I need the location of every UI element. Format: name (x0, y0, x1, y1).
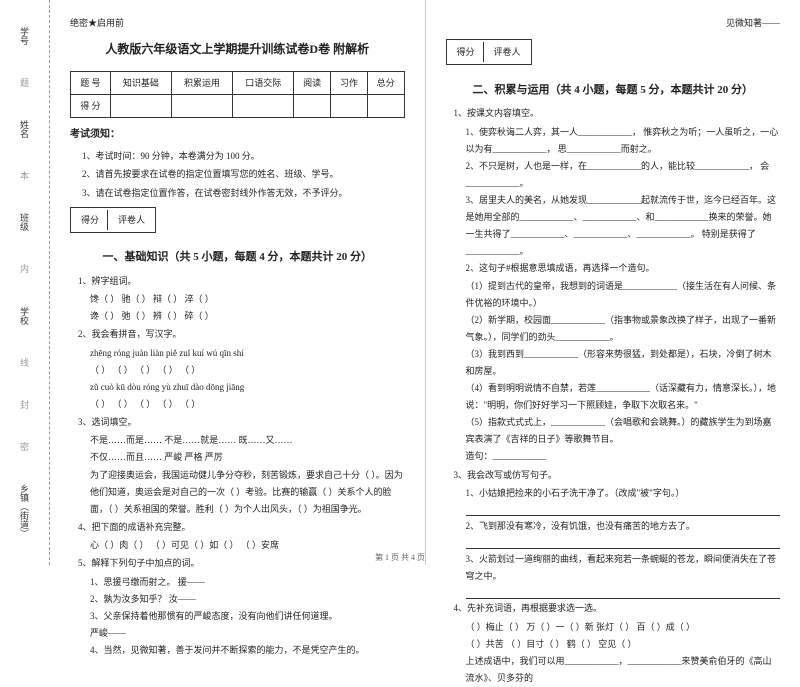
q1-row: 谗（ ） 弛（ ） 辨（ ） 碎（ ） (90, 308, 405, 325)
left-column: 绝密★启用前 人教版六年级语文上学期提升训练试卷D卷 附解析 题 号 知识基础 … (50, 0, 426, 565)
th: 阅读 (294, 71, 331, 94)
exam-title: 人教版六年级语文上学期提升训练试卷D卷 附解析 (70, 39, 405, 61)
answer-line[interactable] (466, 537, 781, 549)
answer-line[interactable] (466, 587, 781, 599)
q3-text: 为了迎接奥运会，我国运动健儿争分夺秒，刻苦锻炼，要求自己十分（ ）。因为他们知道… (90, 467, 405, 518)
q23: 3、我会改写或仿写句子。 (454, 468, 781, 483)
q23-item: 1、小姑娘把捡来的小石子洗干净了。（改成"被"字句。） (466, 485, 781, 502)
q21-item: 1、使弈秋诲二人弈，其一人____________， 惟弈秋之为听；一人虽听之，… (466, 124, 781, 158)
answer-line[interactable] (466, 504, 781, 516)
q21-item: 造句：____________ (466, 448, 781, 465)
binding-label: 乡镇（街道） (18, 484, 31, 538)
binding-margin: 学号 题 姓名 本 班级 内 学校 线 封 密 乡镇（街道） (0, 0, 50, 565)
grade-label: 得分 (449, 42, 484, 62)
grade-label: 评卷人 (486, 42, 529, 62)
binding-label: 姓名 (18, 120, 31, 138)
q21-item: （2）新学期，校园面____________（指事物或景象改换了样子，出现了一番… (466, 312, 781, 346)
th: 口语交际 (233, 71, 294, 94)
section-2-title: 二、积累与运用（共 4 小题，每题 5 分，本题共计 20 分） (446, 81, 781, 101)
q5-item: 2、孰为汝多知乎？ 汝—— (90, 591, 405, 608)
q24-row: （ ）梅止（ ） 万（ ）一（ ）新 张灯（ ） 百（ ）成（ ） (466, 619, 781, 636)
grade-label: 得分 (73, 210, 108, 230)
q2-pinyin: zhēng róng juàn liàn piě zuǐ kuí wú qīn … (90, 345, 405, 362)
q24-last: 上述成语中，我们可以用____________，____________来赞美俞… (466, 653, 781, 687)
q5-item: 3、父亲保持着他那惯有的严峻态度，没有向他们讲任何道理。 (90, 608, 405, 625)
binding-label: 学校 (18, 307, 31, 325)
q21-item: （3）我到西到____________（形容来势很猛，到处都是），石块，冷倒了树… (466, 346, 781, 380)
q23-item: 2、飞到那没有寒冷，没有饥饿，也没有痛苦的地方去了。 (466, 518, 781, 535)
th: 知识基础 (110, 71, 171, 94)
q1-row: 馋（ ） 驰（ ） 辩（ ） 淬（ ） (90, 291, 405, 308)
binding-mark: 本 (18, 171, 31, 180)
q21-item: 2、不只是树，人也是一样，在____________的人，能比较________… (466, 158, 781, 192)
binding-label: 学号 (18, 27, 31, 45)
q21-item: （1）提到古代的皇帝，我想到的词语是____________（接生活在有人问候、… (466, 278, 781, 312)
td[interactable] (331, 94, 368, 117)
q2: 2、我会看拼音，写汉字。 (78, 327, 405, 342)
q2-blanks: （ ） （ ） （ ） （ ） （ ） (90, 362, 405, 379)
q3: 3、选词填空。 (78, 415, 405, 430)
page-footer: 第 1 页 共 4 页 (0, 552, 800, 563)
section-1-title: 一、基础知识（共 5 小题，每题 4 分，本题共计 20 分） (70, 248, 405, 268)
td[interactable] (110, 94, 171, 117)
td[interactable] (294, 94, 331, 117)
binding-mark: 密 (18, 442, 31, 451)
continue-label: 见微知著—— (446, 15, 781, 31)
td[interactable] (233, 94, 294, 117)
q3-opts: 不是……而是…… 不是……就是…… 既……又…… (90, 432, 405, 449)
q1: 1、辨字组词。 (78, 274, 405, 289)
grade-label: 评卷人 (110, 210, 153, 230)
notice-title: 考试须知： (70, 126, 405, 144)
grade-box: 得分 评卷人 (446, 39, 532, 65)
right-column: 见微知著—— 得分 评卷人 二、积累与运用（共 4 小题，每题 5 分，本题共计… (426, 0, 800, 565)
q21: 1、按课文内容填空。 (454, 106, 781, 121)
q5-item: 1、思援弓缴而射之。 援—— (90, 574, 405, 591)
q21-item: 2、这句子#根据意思填成语，再选择一个造句。 (466, 260, 781, 277)
td[interactable] (367, 94, 404, 117)
binding-mark: 封 (18, 400, 31, 409)
score-table: 题 号 知识基础 积累运用 口语交际 阅读 习作 总分 得 分 (70, 71, 405, 118)
q21-item: （4）看到明明说情不自禁，若莲____________（话深藏有力，情意深长。）… (466, 380, 781, 414)
q21-item: 3、居里夫人的美名，从她发现____________起就流传于世，迄今已经百年。… (466, 192, 781, 260)
td[interactable] (171, 94, 232, 117)
q24: 4、先补充词语，再根据要求选一选。 (454, 601, 781, 616)
notice-item: 2、请首先按要求在试卷的指定位置填写您的姓名、班级、学号。 (82, 166, 405, 182)
secret-label: 绝密★启用前 (70, 15, 405, 31)
td: 得 分 (71, 94, 111, 117)
q4: 4、把下面的成语补充完整。 (78, 520, 405, 535)
th: 习作 (331, 71, 368, 94)
binding-mark: 内 (18, 264, 31, 273)
q5-item: 严峻—— (90, 625, 405, 642)
notice-item: 1、考试时间：90 分钟，本卷满分为 100 分。 (82, 148, 405, 164)
q5-item: 4、当然，见微知著，善于发问并不断探索的能力，不是凭空产生的。 (90, 642, 405, 659)
q24-row: （ ）共苦 （ ）目寸（ ） 鹤（ ） 空见（ ） (466, 636, 781, 653)
grade-box: 得分 评卷人 (70, 207, 156, 233)
binding-label: 班级 (18, 213, 31, 231)
q21-item: （5）指款式式式上，____________（会唱歌和会跳舞。）的藏族学生为到场… (466, 414, 781, 448)
th: 总分 (367, 71, 404, 94)
th: 题 号 (71, 71, 111, 94)
th: 积累运用 (171, 71, 232, 94)
binding-mark: 题 (18, 78, 31, 87)
notice-item: 3、请在试卷指定位置作答，在试卷密封线外作答无效，不予评分。 (82, 185, 405, 201)
q3-opts: 不仅……而且…… 严峻 严格 严厉 (90, 449, 405, 466)
q2-pinyin: zǔ cuò kū dòu róng yù zhuī dào dōng jiān… (90, 379, 405, 396)
q2-blanks: （ ） （ ） （ ） （ ） （ ） (90, 396, 405, 413)
binding-mark: 线 (18, 358, 31, 367)
